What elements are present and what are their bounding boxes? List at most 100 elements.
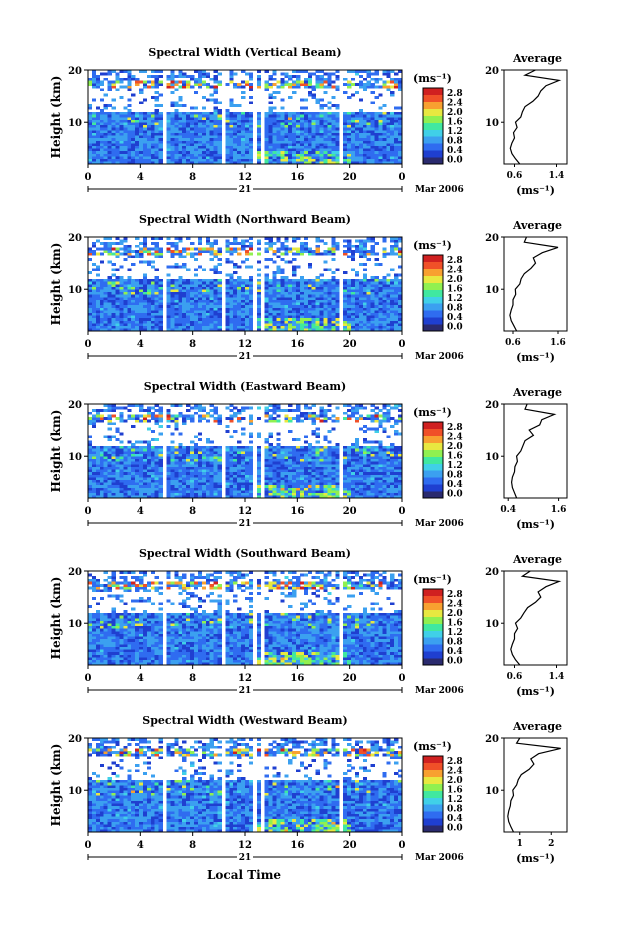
- heatmap-cell: [394, 278, 399, 282]
- heatmap-cell: [327, 161, 332, 165]
- heatmap-cell: [193, 474, 199, 478]
- heatmap-cell: [288, 302, 293, 306]
- heatmap-cell: [213, 130, 218, 133]
- heatmap-cell: [284, 250, 289, 253]
- heatmap-cell: [358, 284, 364, 287]
- heatmap-cell: [233, 304, 238, 308]
- heatmap-cell: [209, 294, 214, 298]
- heatmap-cell: [99, 80, 104, 84]
- heatmap-cell: [197, 83, 203, 86]
- heatmap-cell: [335, 310, 340, 314]
- heatmap-cell: [315, 148, 320, 152]
- heatmap-cell: [268, 127, 273, 131]
- heatmap-cell: [225, 323, 230, 327]
- heatmap-cell: [99, 132, 104, 136]
- x-tick-label: 0: [85, 172, 92, 183]
- heatmap-cell: [288, 304, 293, 308]
- heatmap-cell: [264, 237, 269, 240]
- heatmap-cell: [217, 422, 222, 426]
- heatmap-cell: [303, 284, 309, 287]
- heatmap-cell: [107, 471, 112, 475]
- heatmap-cell: [131, 127, 136, 131]
- heatmap-cell: [95, 448, 101, 452]
- heatmap-cell: [111, 323, 116, 327]
- heatmap-cell: [280, 276, 285, 280]
- heatmap-cell: [347, 250, 352, 253]
- heatmap-cell: [268, 247, 273, 251]
- heatmap-cell: [178, 414, 183, 418]
- heatmap-cell: [182, 302, 187, 306]
- heatmap-cell: [127, 153, 132, 157]
- heatmap-cell: [123, 156, 128, 160]
- heatmap-cell: [111, 80, 116, 84]
- heatmap-cell: [142, 479, 148, 483]
- heatmap-cell: [119, 284, 124, 287]
- heatmap-cell: [354, 320, 360, 324]
- heatmap-cell: [146, 132, 152, 136]
- heatmap-cell: [225, 137, 230, 141]
- heatmap-cell: [119, 286, 124, 290]
- heatmap-cell: [123, 302, 128, 306]
- heatmap-cell: [205, 137, 210, 141]
- heatmap-cell: [370, 83, 375, 86]
- heatmap-cell: [142, 294, 148, 298]
- heatmap-cell: [119, 492, 124, 496]
- heatmap-cell: [358, 286, 364, 290]
- heatmap-cell: [146, 111, 152, 115]
- heatmap-cell: [233, 72, 238, 76]
- heatmap-cell: [99, 137, 104, 141]
- heatmap-cell: [284, 150, 289, 154]
- heatmap-cell: [95, 265, 101, 269]
- heatmap-cell: [166, 158, 171, 162]
- heatmap-cell: [217, 299, 222, 303]
- heatmap-cell: [178, 132, 183, 136]
- heatmap-cell: [119, 445, 124, 449]
- heatmap-cell: [292, 281, 297, 285]
- heatmap-cell: [119, 96, 124, 100]
- heatmap-cell: [225, 310, 230, 314]
- heatmap-cell: [382, 276, 387, 280]
- heatmap-cell: [319, 80, 324, 84]
- heatmap-cell: [209, 98, 214, 102]
- heatmap-cell: [127, 130, 132, 133]
- heatmap-cell: [127, 135, 132, 139]
- heatmap-cell: [292, 323, 297, 327]
- heatmap-cell: [197, 85, 203, 89]
- heatmap-cell: [139, 281, 144, 285]
- heatmap-cell: [264, 117, 269, 120]
- heatmap-cell: [378, 302, 383, 306]
- heatmap-cell: [276, 307, 281, 311]
- heatmap-cell: [131, 294, 136, 298]
- heatmap-cell: [358, 145, 364, 149]
- heatmap-cell: [241, 312, 246, 316]
- heatmap-cell: [386, 299, 391, 303]
- heatmap-cell: [158, 479, 163, 483]
- heatmap-cell: [256, 119, 261, 123]
- heatmap-cell: [358, 304, 364, 308]
- heatmap-cell: [350, 153, 356, 157]
- heatmap-cell: [142, 158, 148, 162]
- heatmap-cell: [299, 294, 305, 298]
- heatmap-cell: [99, 495, 104, 499]
- heatmap-cell: [245, 317, 250, 321]
- heatmap-cell: [154, 124, 159, 128]
- heatmap-cell: [350, 257, 356, 261]
- colorbar-segment: [423, 129, 443, 137]
- heatmap-cell: [331, 153, 336, 157]
- heatmap-cell: [335, 140, 340, 144]
- heatmap-cell: [288, 137, 293, 141]
- heatmap-cell: [217, 469, 222, 473]
- heatmap-cell: [142, 304, 148, 308]
- heatmap-cell: [237, 278, 242, 282]
- heatmap-cell: [182, 122, 187, 126]
- heatmap-cell: [142, 484, 148, 488]
- heatmap-cell: [303, 297, 309, 300]
- heatmap-cell: [127, 323, 132, 327]
- heatmap-cell: [150, 299, 156, 303]
- heatmap-cell: [146, 469, 152, 473]
- heatmap-cell: [174, 482, 179, 486]
- heatmap-cell: [229, 77, 234, 81]
- heatmap-cell: [142, 145, 148, 149]
- heatmap-cell: [296, 237, 301, 240]
- heatmap-cell: [150, 487, 156, 491]
